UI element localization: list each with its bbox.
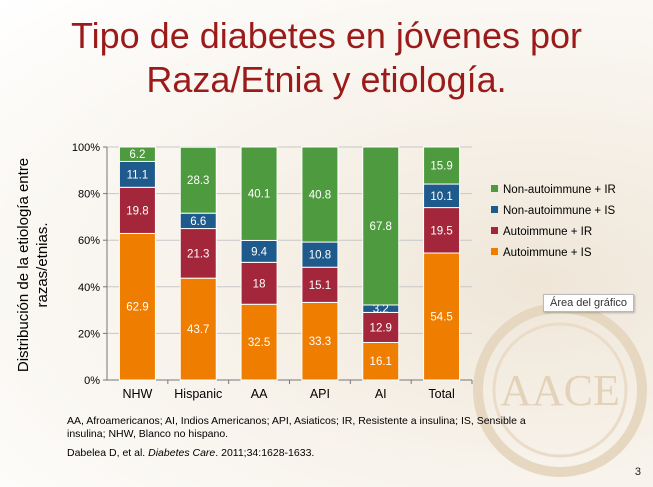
legend-label: Non-autoimmune + IS [503,205,616,217]
data-label: 15.9 [430,161,452,173]
legend-swatch [491,248,498,255]
bar-segment [240,303,278,381]
bar-segment [362,341,400,381]
y-tick-label: 60% [78,235,100,247]
slide-title-line-2: Raza/Etnia y etiología. [146,59,507,100]
bar-segment [301,266,339,303]
legend-label: Autoimmune + IS [503,247,592,259]
bar-segment [179,277,217,381]
data-label: 19.8 [126,205,148,217]
data-label: 11.1 [127,169,149,181]
data-label: 16.1 [370,356,392,368]
slide-title-line-1: Tipo de diabetes en jóvenes por [70,15,582,56]
data-label: 67.8 [370,221,392,233]
legend-label: Non-autoimmune + IR [503,184,616,196]
bar-segment [301,241,339,268]
data-label: 32.5 [248,337,270,349]
data-label: 54.5 [430,312,452,324]
data-label: 33.3 [309,336,331,348]
y-tick-label: 20% [78,328,100,340]
data-label: 10.8 [309,250,331,262]
data-label: 28.3 [187,175,209,187]
bar-segment [423,252,461,381]
abbreviations-footnote: AA, Afroamericanos; AI, Indios Americano… [67,415,526,440]
y-tick-label: 100% [72,142,100,154]
data-label: 10.1 [430,191,452,203]
x-tick-label: API [310,387,330,401]
x-tick-label: AA [251,387,268,401]
bar-segment [118,146,156,162]
bar-segment [240,261,278,305]
data-label: 6.6 [190,216,206,228]
y-tick-label: 40% [78,282,100,294]
slide-title: Tipo de diabetes en jóvenes por Raza/Etn… [0,14,653,102]
data-label: 62.9 [126,302,148,314]
bar-segment [423,207,461,254]
data-label: 6.2 [129,149,145,161]
bar-segment [301,146,339,243]
data-label: 40.8 [309,190,331,202]
data-label: 40.1 [248,189,270,201]
legend-swatch [491,227,498,234]
y-axis-title-line: razas/etnias. [34,222,51,307]
legend-label: Autoimmune + IR [503,226,592,238]
y-tick-label: 0% [84,375,100,387]
data-label: 15.1 [309,280,331,292]
seal-text: AACE [500,366,620,415]
bar-segment [118,160,156,188]
bar-segment [362,146,400,306]
data-label: 3.2 [373,304,389,316]
citation-journal: Diabetes Care [148,447,216,459]
data-label: 9.4 [251,246,268,258]
y-tick-label: 80% [78,189,100,201]
bar-segment [179,228,217,279]
data-label: 43.7 [187,324,209,336]
citation-authors: Dabelea D, et al. [67,447,146,459]
data-label: 12.9 [370,322,392,334]
x-tick-label: NHW [122,387,152,401]
data-label: 19.5 [430,225,452,237]
data-label: 21.3 [187,248,209,260]
chart-area-tooltip: Área del gráfico [543,294,635,312]
page-number: 3 [634,466,641,478]
legend-swatch [491,185,498,192]
bar-segment [423,146,461,185]
y-axis-title-line: Distribución de la etiología entre [15,158,32,372]
citation: Dabelea D, et al. Diabetes Care. 2011;34… [67,447,314,459]
bar-segment [179,146,217,214]
citation-details: . 2011;34:1628-1633. [215,447,315,459]
x-tick-label: Total [428,387,454,401]
bar-segment [362,311,400,343]
bar-segment [240,146,278,241]
x-tick-label: AI [375,387,387,401]
bar-segment [301,301,339,381]
data-label: 18 [253,278,266,290]
legend-swatch [491,206,498,213]
x-tick-label: Hispanic [174,387,222,401]
y-axis-title: Distribución de la etiología entre razas/… [15,158,51,372]
